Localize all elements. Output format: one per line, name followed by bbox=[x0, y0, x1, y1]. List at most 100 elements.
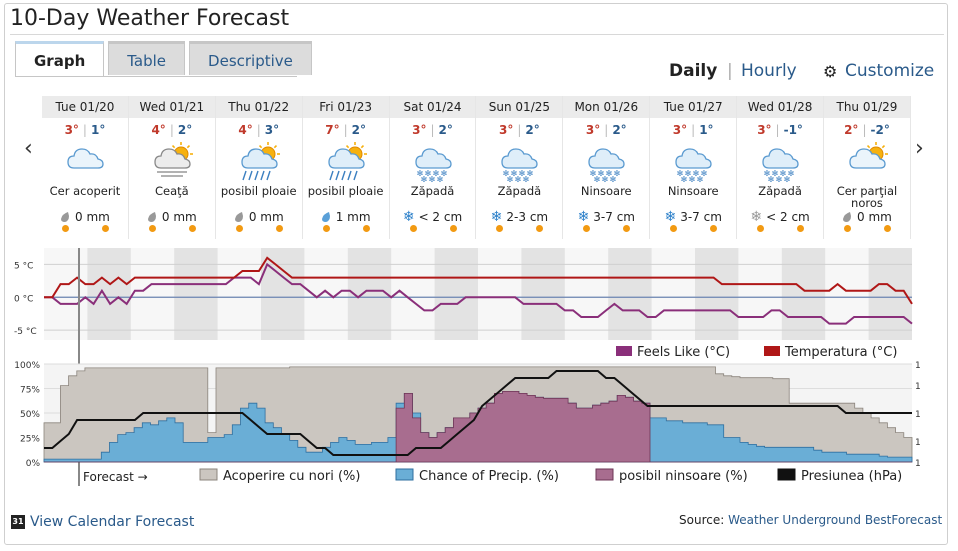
tab-descriptive[interactable]: Descriptive bbox=[189, 41, 312, 75]
pressure-tick-label: 1013 bbox=[915, 438, 920, 448]
condition-text: posibil ploaie bbox=[220, 184, 297, 198]
precip-value: 0 mm bbox=[857, 210, 892, 224]
night-band bbox=[695, 248, 739, 340]
precip-amount: ❄ < 2 cm bbox=[737, 209, 823, 225]
svg-text:✻: ✻ bbox=[440, 169, 447, 178]
sunrise-icon bbox=[62, 225, 69, 232]
sun-moon-markers bbox=[476, 225, 562, 233]
hourly-toggle[interactable]: Hourly bbox=[741, 61, 797, 81]
svg-text:✻: ✻ bbox=[511, 169, 518, 178]
svg-text:✻: ✻ bbox=[420, 175, 427, 184]
svg-text:✻: ✻ bbox=[606, 169, 613, 178]
day-column[interactable]: Wed 01/28 3° | -1° ✻ ✻ ✻ ✻ ✻ ✻ ✻ Zăpadă ❄ < 2 cm bbox=[737, 96, 825, 239]
precip-amount: ❄ 2-3 cm bbox=[476, 209, 562, 225]
legend-swatch bbox=[199, 468, 218, 481]
low-temp: 2° bbox=[351, 123, 366, 137]
high-temp: 3° bbox=[757, 123, 772, 137]
day-column[interactable]: Sat 01/24 3° | 2° ✻ ✻ ✻ ✻ ✻ ✻ ✻ Zăpadă ❄ < 2 cm bbox=[389, 96, 477, 239]
high-temp: 3° bbox=[585, 123, 601, 137]
precip-amount: 0 mm bbox=[824, 209, 910, 225]
night-band bbox=[434, 248, 478, 340]
sun-moon-markers bbox=[390, 225, 476, 233]
chevron-right-icon[interactable]: › bbox=[915, 136, 924, 161]
fog-sun-icon bbox=[154, 142, 193, 177]
view-calendar-link[interactable]: View Calendar Forecast bbox=[30, 514, 195, 530]
chevron-left-icon[interactable]: ‹ bbox=[24, 136, 33, 161]
high-temp: 4° bbox=[238, 123, 253, 137]
source-credit: Source: Weather Underground BestForecast bbox=[679, 513, 942, 527]
raindrop-gray-icon bbox=[147, 212, 156, 222]
legend-label: Acoperire cu nori (%) bbox=[223, 469, 360, 484]
day-column[interactable]: Tue 01/20 3° | 1° Cer acoperit 0 mm bbox=[42, 96, 129, 239]
sunrise-icon bbox=[583, 225, 591, 232]
precip-value: 3-7 cm bbox=[680, 210, 722, 224]
svg-text:✻: ✻ bbox=[764, 169, 771, 178]
day-column[interactable]: Sun 01/25 3° | 2° ✻ ✻ ✻ ✻ ✻ ✻ ✻ Zăpadă ❄ 2-3 cm bbox=[476, 96, 564, 239]
precip-amount: ❄ 3-7 cm bbox=[563, 209, 649, 225]
source-label: Source: bbox=[679, 513, 725, 527]
condition-text: Zăpadă bbox=[497, 184, 542, 198]
precip-amount: ❄ < 2 cm bbox=[390, 209, 476, 225]
sunset-icon bbox=[362, 225, 370, 232]
mode-separator: | bbox=[727, 61, 733, 81]
day-column[interactable]: Thu 01/29 2° | -2° Cer parţial noros 0 mm bbox=[824, 96, 911, 239]
rain-sun-icon bbox=[327, 142, 367, 181]
svg-text:✻: ✻ bbox=[519, 169, 526, 178]
condition-text: Ninsoare bbox=[580, 184, 632, 198]
legend-label: Presiunea (hPa) bbox=[801, 469, 902, 484]
svg-text:✻: ✻ bbox=[772, 169, 779, 178]
day-column[interactable]: Fri 01/23 7° | 2° posibil ploaie 1 mm bbox=[302, 96, 390, 239]
sunrise-icon bbox=[235, 225, 243, 232]
night-band bbox=[174, 248, 218, 340]
day-date: Mon 01/26 bbox=[563, 96, 650, 118]
tab-graph[interactable]: Graph bbox=[15, 41, 105, 77]
precip-value: 0 mm bbox=[75, 210, 110, 224]
high-temp: 2° bbox=[844, 123, 859, 137]
precip-value: 0 mm bbox=[248, 210, 284, 224]
pct-tick-label: 25% bbox=[20, 435, 40, 445]
precip-value: 1 mm bbox=[335, 210, 371, 224]
svg-text:✻: ✻ bbox=[507, 175, 514, 184]
day-column[interactable]: Tue 01/27 3° | 1° ✻ ✻ ✻ ✻ ✻ ✻ ✻ Ninsoare ❄ 3-7 cm bbox=[650, 96, 738, 239]
weather-icon-wrap: ✻ ✻ ✻ ✻ ✻ ✻ ✻ bbox=[737, 137, 823, 185]
night-band bbox=[521, 248, 565, 340]
svg-text:✻: ✻ bbox=[677, 169, 684, 178]
sun-moon-markers bbox=[824, 225, 910, 233]
day-date: Tue 01/27 bbox=[650, 96, 737, 118]
pct-tick-label: 75% bbox=[20, 386, 40, 396]
day-date: Sun 01/25 bbox=[476, 96, 563, 118]
customize-link[interactable]: Customize bbox=[845, 61, 935, 81]
svg-text:✻: ✻ bbox=[689, 175, 696, 184]
sun-moon-markers bbox=[42, 225, 128, 233]
tab-table[interactable]: Table bbox=[108, 41, 186, 75]
day-temps: 2° | -2° bbox=[844, 123, 890, 137]
sunset-icon bbox=[623, 225, 631, 232]
source-link[interactable]: Weather Underground BestForecast bbox=[728, 513, 943, 527]
day-temps: 3° | 1° bbox=[64, 123, 106, 137]
day-column[interactable]: Thu 01/22 4° | 3° posibil ploaie 0 mm bbox=[215, 96, 303, 239]
sunrise-icon bbox=[409, 225, 417, 232]
sunset-icon bbox=[449, 225, 457, 232]
daily-toggle[interactable]: Daily bbox=[669, 61, 718, 81]
gear-icon[interactable]: ⚙ bbox=[823, 62, 838, 81]
sunset-icon bbox=[188, 225, 196, 232]
weather-icon-wrap bbox=[303, 137, 389, 185]
precip-amount: 0 mm bbox=[216, 209, 302, 225]
day-date: Wed 01/28 bbox=[737, 96, 824, 118]
svg-text:✻: ✻ bbox=[515, 175, 522, 184]
day-date: Sat 01/24 bbox=[389, 96, 476, 118]
precip-amount: ❄ 3-7 cm bbox=[650, 209, 736, 225]
snow-icon: ✻ ✻ ✻ ✻✻ ✻ ✻ bbox=[762, 148, 799, 184]
svg-text:✻: ✻ bbox=[432, 169, 439, 178]
svg-text:✻: ✻ bbox=[768, 175, 775, 184]
svg-text:✻: ✻ bbox=[685, 169, 692, 178]
feels-like-line bbox=[44, 262, 913, 325]
svg-text:✻: ✻ bbox=[681, 175, 688, 184]
svg-text:✻: ✻ bbox=[424, 169, 431, 178]
weather-icon-wrap bbox=[129, 137, 215, 185]
day-column[interactable]: Wed 01/21 4° | 2° Ceaţă 0 mm bbox=[128, 96, 216, 239]
high-temp: 3° bbox=[64, 123, 79, 137]
high-temp: 7° bbox=[325, 123, 340, 137]
high-temp: 3° bbox=[499, 123, 514, 137]
day-column[interactable]: Mon 01/26 3° | 2° ✻ ✻ ✻ ✻ ✻ ✻ ✻ Ninsoare ❄ 3-7 cm bbox=[563, 96, 651, 239]
